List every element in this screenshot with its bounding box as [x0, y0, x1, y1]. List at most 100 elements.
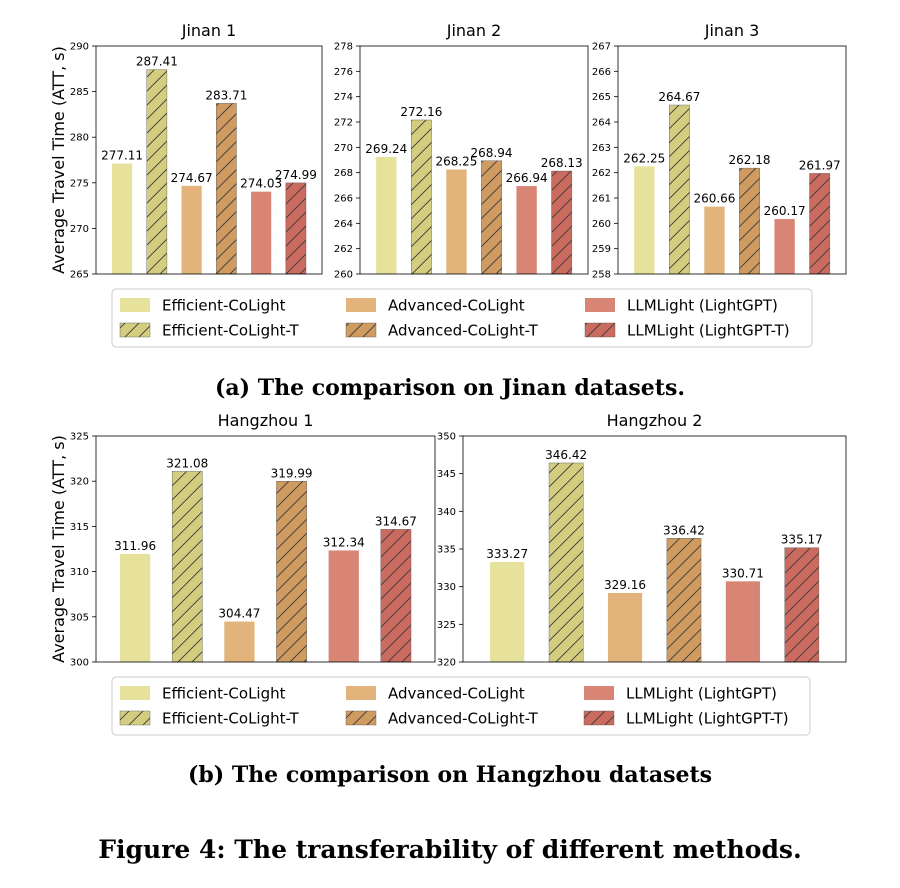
y-tick-label: 262	[592, 168, 611, 179]
legend-label: Efficient-CoLight	[162, 297, 286, 315]
bar	[774, 219, 795, 274]
bar	[634, 166, 655, 274]
legend-label: Efficient-CoLight-T	[162, 710, 300, 728]
legend-label: Efficient-CoLight-T	[162, 322, 300, 340]
y-tick-label: 259	[592, 244, 611, 255]
caption-jinan: (a) The comparison on Jinan datasets.	[215, 375, 685, 401]
y-tick-label: 310	[70, 567, 89, 578]
bar	[380, 529, 412, 663]
chart-title: Hangzhou 1	[218, 411, 314, 430]
y-tick-label: 266	[592, 67, 611, 78]
legend-swatch	[346, 686, 376, 700]
bar	[666, 538, 702, 663]
bar	[809, 173, 831, 275]
legend-label: LLMLight (LightGPT-T)	[626, 710, 789, 728]
bar-value-label: 268.13	[541, 156, 583, 170]
chart-panel: Hangzhou 1 300 305 310 315 320 325 311.96 321.08…	[49, 411, 436, 669]
bar-value-label: 319.99	[271, 466, 313, 480]
y-tick-label: 270	[334, 143, 353, 154]
y-tick-label: 260	[592, 219, 611, 230]
legend-label: Advanced-CoLight	[388, 685, 525, 703]
caption-hangzhou: (b) The comparison on Hangzhou datasets	[188, 762, 712, 788]
chart-title: Jinan 3	[704, 21, 760, 40]
legend-box	[111, 288, 813, 348]
plot-frame	[359, 45, 589, 275]
y-tick-label: 325	[70, 432, 89, 443]
plot-frame	[95, 435, 436, 663]
legend-swatch	[346, 298, 376, 312]
y-tick-label: 258	[592, 270, 611, 281]
chart-panel: Jinan 1 265 270 275 280 285 290 277.11 287.41 274…	[49, 21, 323, 281]
chart-panel: Jinan 2 260 262 264 266 268 270 272 274 276 278 269…	[334, 21, 589, 281]
bar	[607, 592, 643, 662]
bar	[446, 169, 467, 274]
legend: Efficient-CoLight Efficient-CoLight-T Adva…	[111, 288, 813, 348]
legend-swatch	[345, 322, 377, 338]
bar-value-label: 277.11	[101, 149, 143, 163]
bar	[224, 621, 255, 662]
bar-value-label: 274.67	[171, 171, 213, 185]
y-tick-label: 345	[437, 469, 456, 480]
bar-value-label: 312.34	[323, 535, 365, 549]
bar-value-label: 266.94	[506, 171, 548, 185]
bar	[516, 186, 537, 274]
y-tick-label: 290	[70, 42, 89, 53]
bar-value-label: 268.94	[471, 146, 513, 160]
bar-value-label: 269.24	[365, 142, 407, 156]
y-tick-label: 340	[437, 507, 456, 518]
legend-label: Advanced-CoLight	[388, 297, 525, 315]
legend-swatch	[345, 710, 377, 726]
plot-frame	[462, 435, 847, 663]
y-tick-label: 285	[70, 87, 89, 98]
y-tick-label: 275	[70, 178, 89, 189]
y-tick-label: 265	[592, 92, 611, 103]
y-tick-label: 330	[437, 582, 456, 593]
legend-swatch	[585, 298, 615, 312]
y-tick-label: 350	[437, 432, 456, 443]
bar-value-label: 330.71	[722, 566, 764, 580]
bar-value-label: 274.03	[240, 177, 282, 191]
bar	[548, 462, 584, 663]
bar-value-label: 264.67	[658, 90, 700, 104]
bar	[171, 471, 203, 663]
y-tick-label: 300	[70, 658, 89, 669]
y-tick-label: 305	[70, 612, 89, 623]
bar	[784, 547, 820, 663]
bar	[739, 167, 760, 275]
y-tick-label: 261	[592, 194, 611, 205]
legend-swatch	[119, 322, 151, 338]
bar-value-label: 262.25	[623, 151, 665, 165]
y-tick-label: 263	[592, 143, 611, 154]
bar	[181, 185, 202, 274]
bar-value-label: 272.16	[400, 105, 442, 119]
bar	[704, 206, 725, 274]
plot-frame	[617, 45, 847, 275]
bar	[490, 562, 525, 662]
legend-swatch	[120, 298, 150, 312]
legend: Efficient-CoLight Efficient-CoLight-T Adva…	[111, 676, 811, 736]
bar	[328, 550, 359, 662]
bar	[146, 69, 168, 275]
bar-value-label: 304.47	[218, 607, 260, 621]
chart-title: Hangzhou 2	[607, 411, 703, 430]
bar-value-label: 268.25	[435, 155, 477, 169]
bar	[111, 163, 133, 274]
legend-swatch	[584, 686, 614, 700]
legend-label: LLMLight (LightGPT)	[627, 297, 778, 315]
legend-swatch	[584, 322, 616, 338]
bar	[376, 156, 397, 274]
y-tick-label: 268	[334, 168, 353, 179]
chart-panel: Jinan 3 258 259 260 261 262 263 264 265 266 267 262…	[592, 21, 847, 281]
bar	[119, 553, 151, 662]
bar-value-label: 346.42	[545, 448, 587, 462]
legend-swatch	[583, 710, 615, 726]
bar	[276, 481, 307, 663]
bar-value-label: 333.27	[486, 547, 528, 561]
bar-value-label: 287.41	[136, 55, 178, 69]
legend-label: Efficient-CoLight	[162, 685, 286, 703]
y-tick-label: 260	[334, 270, 353, 281]
bar-value-label: 321.08	[166, 456, 208, 470]
bar-value-label: 283.71	[205, 88, 247, 102]
bar-value-label: 261.97	[799, 158, 841, 172]
